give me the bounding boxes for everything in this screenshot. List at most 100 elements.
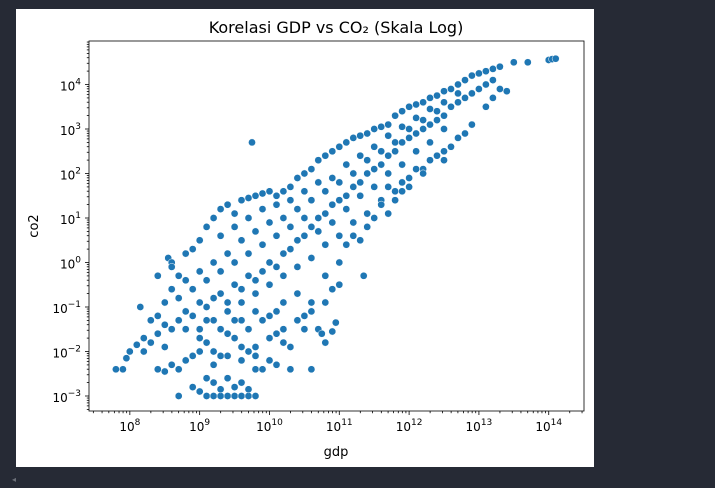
scatter-point <box>342 160 351 169</box>
scatter-point <box>482 67 490 76</box>
y-tick-label: 103 <box>60 122 81 138</box>
scatter-point <box>286 183 295 191</box>
scatter-point <box>475 85 483 93</box>
scatter-point <box>174 316 183 325</box>
scatter-point <box>363 156 372 165</box>
scatter-point <box>174 392 183 400</box>
scatter-point <box>153 312 162 320</box>
scatter-point <box>160 298 169 307</box>
scatter-point <box>391 111 399 120</box>
x-tick-label: 1014 <box>535 418 562 434</box>
scatter-point <box>188 285 197 294</box>
scatter-point <box>188 352 197 360</box>
scatter-point <box>433 116 441 124</box>
scatter-point <box>307 298 316 307</box>
scatter-point <box>307 365 316 374</box>
scatter-point <box>475 69 483 78</box>
scatter-point <box>314 178 323 187</box>
scatter-point <box>279 271 288 280</box>
scatter-point <box>447 102 455 111</box>
scatter-point <box>251 365 260 374</box>
scatter-point <box>502 87 511 96</box>
scatter-point <box>146 338 155 347</box>
scatter-point <box>216 289 225 298</box>
scatter-point <box>265 312 274 320</box>
scatter-point <box>195 236 204 245</box>
scatter-point <box>244 249 253 258</box>
scatter-point <box>342 240 351 249</box>
y-tick-label: 101 <box>60 211 81 227</box>
scatter-point <box>195 334 204 342</box>
scatter-point <box>237 356 246 365</box>
scatter-point <box>300 214 309 222</box>
scatter-point <box>153 271 162 280</box>
scatter-point <box>489 65 497 73</box>
scatter-point <box>349 218 358 227</box>
scatter-point <box>370 165 379 173</box>
scatter-point <box>265 187 274 196</box>
scatter-point <box>293 289 302 298</box>
scatter-point <box>468 71 476 80</box>
scatter-point <box>188 312 197 320</box>
scatter-point <box>307 223 316 231</box>
scatter-point <box>433 107 441 116</box>
scatter-point <box>174 294 183 302</box>
scatter-point <box>349 183 358 191</box>
scatter-point <box>216 392 225 400</box>
scatter-point <box>489 94 497 102</box>
scatter-point <box>223 392 232 400</box>
scatter-point <box>447 142 455 151</box>
scatter-point <box>160 367 169 376</box>
scatter-point <box>342 191 351 200</box>
scatter-point <box>223 329 232 338</box>
scatter-point <box>125 347 134 356</box>
scatter-point <box>419 169 427 178</box>
scatter-point <box>419 125 427 133</box>
scatter-point <box>216 231 225 240</box>
scatter-point <box>405 102 413 111</box>
scatter-point <box>321 271 330 280</box>
scatter-point <box>237 392 246 400</box>
y-tick-label: 10−2 <box>52 344 81 360</box>
scatter-point <box>377 160 386 169</box>
scatter-point <box>300 169 309 178</box>
scatter-point <box>279 298 288 307</box>
scatter-point <box>307 307 316 316</box>
scatter-point <box>293 205 302 213</box>
scatter-point <box>412 100 420 109</box>
scatter-point <box>447 85 455 93</box>
scatter-point <box>216 385 225 394</box>
scatter-point <box>174 271 183 280</box>
scatter-point <box>216 205 225 213</box>
scatter-point <box>119 365 127 374</box>
scatter-point <box>209 347 218 356</box>
scatter-point <box>307 196 316 205</box>
scatter-point <box>251 392 260 400</box>
scatter-point <box>272 307 281 316</box>
scatter-point <box>384 209 393 218</box>
scatter-point <box>314 156 323 165</box>
scatter-point <box>454 80 462 89</box>
scatter-point <box>377 200 386 209</box>
scatter-point <box>251 307 260 316</box>
scatter-point <box>237 316 246 325</box>
scatter-point <box>489 76 497 84</box>
scatter-point <box>195 387 204 396</box>
x-tick-label: 1013 <box>466 418 493 434</box>
scatter-point <box>349 231 358 240</box>
scatter-point <box>356 151 365 160</box>
scatter-point <box>342 205 351 213</box>
scatter-point <box>265 280 274 289</box>
triangle-left-icon[interactable]: ◂ <box>12 475 17 484</box>
scatter-point <box>363 129 372 138</box>
scatter-point <box>523 58 532 67</box>
scatter-point <box>258 365 267 374</box>
scatter-point <box>279 249 288 258</box>
scatter-point <box>167 325 176 334</box>
scatter-point <box>139 347 148 356</box>
scatter-point <box>331 318 340 327</box>
scatter-point <box>167 285 176 294</box>
scatter-point <box>272 200 281 209</box>
scatter-point <box>468 89 476 98</box>
scatter-point <box>300 187 309 196</box>
